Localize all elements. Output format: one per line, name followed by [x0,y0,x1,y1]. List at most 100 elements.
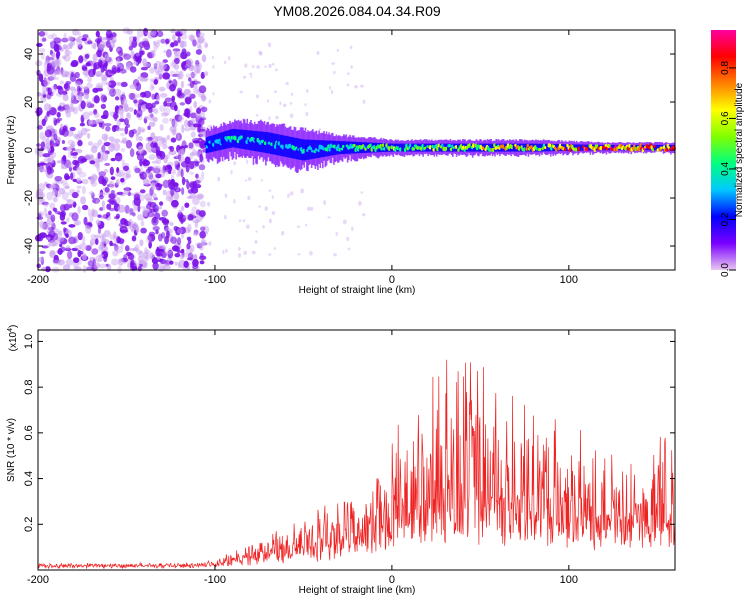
noise-blob [39,162,47,166]
sparse-blob [225,248,228,253]
noise-blob [101,37,108,41]
sparse-blob [233,161,236,166]
noise-blob [158,73,163,80]
noise-blob [158,266,165,272]
noise-blob [44,115,48,123]
noise-blob [124,125,129,135]
noise-blob [88,68,96,78]
sparse-blob [331,62,336,65]
noise-blob [95,199,100,205]
band-core [266,132,268,154]
noise-blob [201,239,207,246]
noise-blob [177,109,181,115]
noise-blob [195,242,203,247]
noise-blob [188,142,194,149]
band-core [403,143,406,152]
noise-blob [157,141,164,147]
noise-blob [46,66,55,75]
noise-blob [172,48,181,52]
sparse-blob [222,249,225,255]
noise-blob [59,204,66,213]
noise-blob [46,62,52,69]
noise-blob [114,152,123,162]
noise-blob [73,220,82,226]
band-core [580,144,583,151]
noise-blob [195,49,203,55]
noise-blob [156,94,161,101]
noise-blob [108,136,115,142]
noise-blob [181,124,185,134]
noise-blob [42,85,48,94]
noise-blob [115,81,122,86]
sparse-blob [287,193,290,198]
band-core [448,143,450,152]
sparse-blob [273,90,277,94]
noise-blob [117,107,125,115]
noise-blob [158,248,165,253]
band-core [450,143,453,152]
noise-blob [148,146,155,151]
noise-blob [110,176,116,181]
noise-blob [132,53,141,62]
noise-blob [148,240,152,249]
sparse-blob [233,198,236,204]
noise-blob [196,194,204,200]
noise-blob [93,62,97,72]
sparse-blob [255,94,260,99]
noise-blob [149,67,155,74]
noise-blob [120,81,128,88]
noise-blob [175,132,182,141]
noise-blob [122,97,128,106]
noise-blob [77,231,83,241]
noise-blob [168,80,172,84]
noise-blob [80,100,86,110]
noise-blob [97,44,105,49]
noise-blob [189,93,196,99]
band-core [273,133,276,155]
sparse-blob [351,226,354,232]
noise-blob [160,112,169,117]
noise-blob [97,139,103,146]
snr-xlabel: Height of straight line (km) [299,585,416,596]
noise-blob [62,165,68,170]
noise-blob [185,58,194,68]
noise-blob [105,126,111,132]
noise-blob [101,152,109,162]
sparse-blob [238,246,241,251]
noise-blob [89,176,95,185]
noise-blob [79,243,88,251]
noise-blob [93,95,100,104]
noise-blob [136,28,144,38]
noise-blob [74,71,80,79]
noise-blob [86,266,95,271]
noise-blob [123,254,127,262]
band-core [317,140,319,159]
noise-blob [97,152,101,159]
noise-blob [56,111,61,118]
noise-blob [72,133,79,139]
sparse-blob [280,230,285,236]
noise-blob [101,200,106,209]
noise-blob [63,32,67,39]
noise-blob [198,85,207,94]
noise-blob [153,142,158,148]
noise-blob [86,221,92,226]
noise-blob [178,114,183,119]
noise-blob [158,86,166,92]
noise-blob [111,125,117,133]
noise-blob [137,214,145,221]
noise-blob [199,243,204,251]
sparse-blob [358,200,362,206]
sparse-blob [250,75,253,79]
noise-blob [40,198,45,203]
noise-blob [191,149,198,156]
noise-blob [35,107,43,116]
noise-blob [95,70,103,77]
noise-blob [113,216,120,220]
noise-blob [200,117,207,121]
noise-blob [131,235,137,242]
noise-blob [45,142,50,149]
band-core [209,136,211,153]
noise-blob [138,260,145,264]
noise-blob [64,229,71,234]
